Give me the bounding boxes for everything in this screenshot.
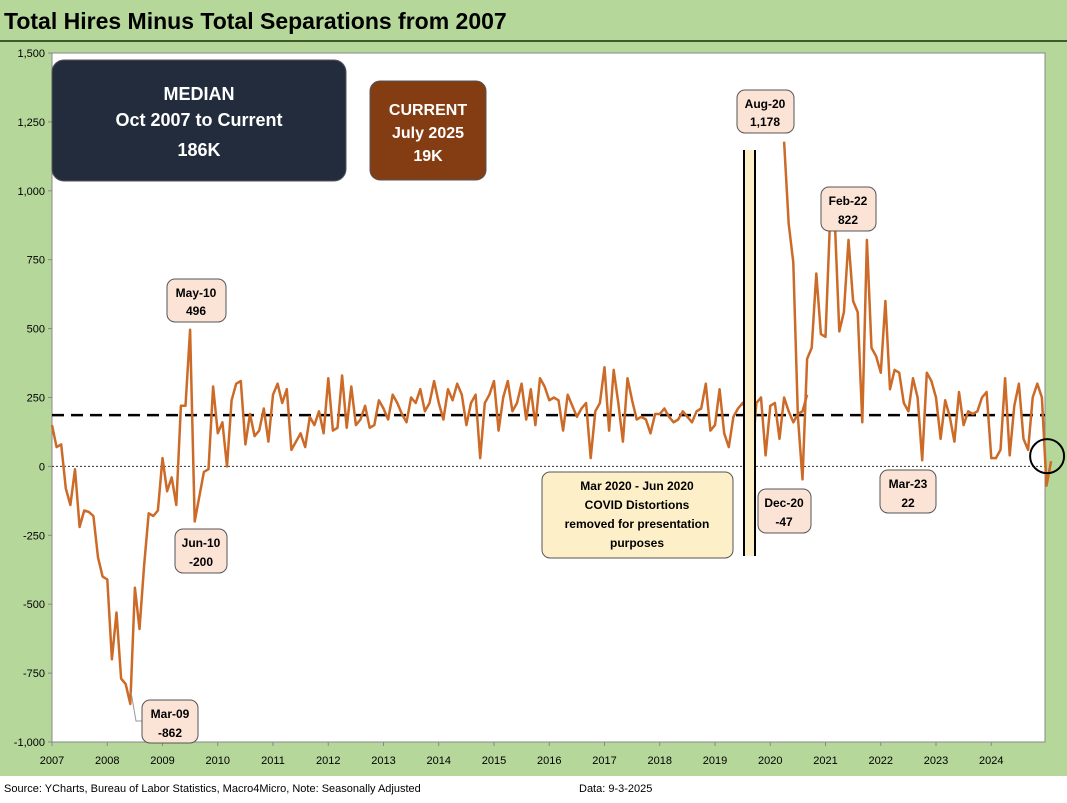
x-tick-label: 2007 [40,755,64,767]
callout-dec20: Dec-20 -47 [757,488,812,534]
data-date: Data: 9-3-2025 [579,783,653,795]
source-note: Source: YCharts, Bureau of Labor Statist… [4,783,421,795]
covid-gap-band [745,150,754,556]
covid-note: Mar 2020 - Jun 2020 COVID Distortions re… [541,471,734,559]
x-tick-label: 2022 [869,755,893,767]
y-tick-label: 0 [39,461,45,473]
callout-dec20-value: -47 [775,515,793,529]
callout-aug20-value: 1,178 [750,115,780,129]
chart-title: Total Hires Minus Total Separations from… [4,8,507,34]
x-tick-label: 2014 [427,755,451,767]
current-box-line1: CURRENT [389,102,467,119]
current-box: CURRENT July 2025 19K [369,80,487,181]
callout-mar09-label: Mar-09 [151,707,190,721]
y-tick-label: -1,000 [14,737,45,749]
callout-jun10-value: -200 [189,555,213,569]
current-box-value: 19K [413,148,443,165]
x-tick-label: 2018 [648,755,672,767]
y-tick-label: 1,000 [17,186,45,198]
median-box: MEDIAN Oct 2007 to Current 186K [51,59,347,182]
median-box-value: 186K [177,140,220,160]
callout-feb22-label: Feb-22 [829,194,868,208]
x-tick-label: 2023 [924,755,948,767]
line-chart: 1,500 1,250 1,000 750 500 250 0 -250 -500 -750 -1,… [14,48,1066,767]
callout-mar23-label: Mar-23 [889,477,928,491]
x-tick-label: 2010 [206,755,230,767]
x-tick-label: 2013 [371,755,395,767]
callout-may10-value: 496 [186,304,206,318]
callout-feb22-value: 822 [838,213,858,227]
x-tick-label: 2021 [813,755,837,767]
callout-may10: May-10 496 [166,278,227,323]
callout-jun10: Jun-10 -200 [174,528,228,574]
current-value-circle [1029,438,1066,475]
x-axis: 2007 2008 2009 2010 2011 2012 2013 2014 2015 2016… [40,742,1003,767]
current-box-line2: July 2025 [392,125,464,142]
x-tick-label: 2020 [758,755,782,767]
series-lines [50,141,1053,706]
y-tick-label: 750 [27,255,45,267]
x-tick-label: 2012 [316,755,340,767]
callout-aug20: Aug-20 1,178 [736,89,795,134]
covid-note-line1: Mar 2020 - Jun 2020 [580,479,694,493]
x-tick-label: 2011 [261,755,285,767]
callout-aug20-label: Aug-20 [745,97,786,111]
title-divider [0,40,1067,42]
series-segment-1 [50,328,809,706]
callout-dec20-label: Dec-20 [764,496,804,510]
y-tick-label: 500 [27,324,45,336]
covid-note-line2: COVID Distortions [585,498,690,512]
x-tick-label: 2016 [537,755,561,767]
callout-may10-label: May-10 [176,286,217,300]
y-axis: 1,500 1,250 1,000 750 500 250 0 -250 -500 -750 -1,… [14,48,52,749]
x-tick-label: 2008 [95,755,119,767]
x-tick-label: 2009 [150,755,174,767]
covid-note-line4: purposes [610,536,664,550]
series-segment-2 [782,141,1053,487]
y-tick-label: -750 [23,668,45,680]
callout-mar23: Mar-23 22 [879,469,937,514]
y-tick-label: 1,250 [17,117,45,129]
y-tick-label: 250 [27,393,45,405]
callout-feb22: Feb-22 822 [820,186,877,232]
x-tick-label: 2015 [482,755,506,767]
y-tick-label: -500 [23,599,45,611]
y-tick-label: 1,500 [17,48,45,60]
median-box-line2: Oct 2007 to Current [115,110,282,130]
callout-jun10-label: Jun-10 [182,536,221,550]
callout-mar09-value: -862 [158,726,182,740]
callout-mar09: Mar-09 -862 [141,699,199,744]
median-box-line1: MEDIAN [164,84,235,104]
mar09-leader [130,691,142,722]
x-tick-label: 2024 [979,755,1003,767]
x-tick-label: 2017 [592,755,616,767]
y-tick-label: -250 [23,530,45,542]
callout-mar23-value: 22 [901,496,915,510]
covid-note-line3: removed for presentation [565,517,710,531]
x-tick-label: 2019 [703,755,727,767]
